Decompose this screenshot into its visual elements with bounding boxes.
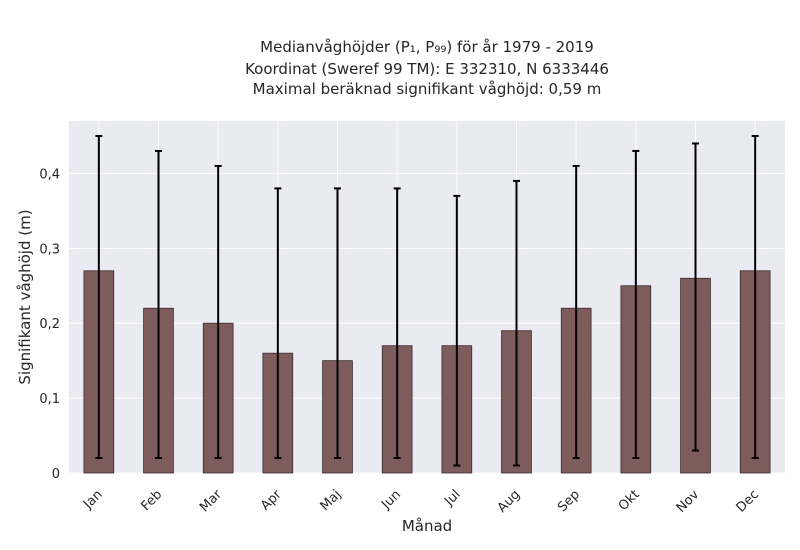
chart-title-line-2: Koordinat (Sweref 99 TM): E 332310, N 63… [245, 60, 609, 78]
chart-title-line-1: Medianvåghöjder (P₁, P₉₉) för år 1979 - … [260, 38, 594, 56]
errorbar-sep [572, 164, 580, 460]
x-tick-label-feb: Feb [138, 487, 165, 514]
y-tick-labels: 0 0,1 0,2 0,3 0,4 [39, 167, 60, 482]
chart-title: Medianvåghöjder (P₁, P₉₉) för år 1979 - … [245, 38, 609, 98]
errorbar-okt [632, 149, 640, 460]
plot-area [69, 121, 785, 473]
x-tick-label-apr: Apr [258, 487, 285, 514]
errorbar-maj [334, 187, 341, 460]
errorbar-jun [393, 187, 401, 460]
errorbar-jul [453, 194, 461, 467]
y-tick-label: 0 [52, 467, 60, 482]
errorbar-mar [214, 164, 222, 460]
x-tick-label-jul: Jul [441, 487, 463, 509]
x-tick-label-nov: Nov [674, 487, 703, 516]
x-tick-label-dec: Dec [734, 487, 762, 515]
y-axis-label: Signifikant våghöjd (m) [16, 209, 34, 384]
chart-title-line-3: Maximal beräknad signifikant våghöjd: 0,… [253, 80, 602, 98]
x-axis-label: Månad [402, 517, 452, 535]
y-tick-label: 0,1 [39, 392, 60, 407]
errorbar-feb [155, 149, 162, 460]
errorbar-apr [274, 187, 282, 460]
errorbar-dec [751, 134, 759, 460]
x-tick-label-okt: Okt [616, 487, 643, 514]
errorbar-nov [692, 142, 699, 452]
errorbar-jan [95, 134, 103, 460]
x-tick-label-sep: Sep [555, 487, 583, 515]
x-tick-label-mar: Mar [197, 487, 225, 515]
x-tick-label-maj: Maj [318, 487, 345, 514]
x-tick-labels: Jan Feb Mar Apr Maj Jun Jul Aug Sep Okt Nov Dec [80, 487, 762, 516]
x-tick-label-aug: Aug [495, 487, 524, 516]
y-tick-label: 0,2 [39, 317, 60, 332]
y-tick-label: 0,4 [39, 167, 60, 182]
errorbar-aug [513, 179, 520, 467]
x-tick-label-jun: Jun [378, 487, 404, 513]
y-tick-label: 0,3 [39, 242, 60, 257]
error-bars [95, 134, 759, 467]
x-tick-label-jan: Jan [80, 487, 105, 512]
